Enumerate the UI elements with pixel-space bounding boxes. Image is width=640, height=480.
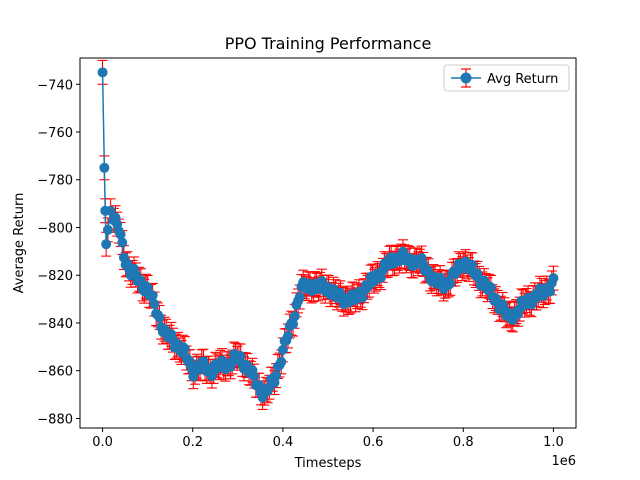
x-tick-label: 0.4: [273, 435, 294, 450]
data-point: [149, 299, 160, 310]
x-axis-offset-label: 1e6: [551, 454, 576, 469]
data-point: [288, 319, 299, 330]
data-point: [445, 278, 456, 289]
axes-frame: [79, 57, 577, 429]
legend-series-label: Avg Return: [487, 72, 558, 87]
data-point: [115, 229, 126, 240]
data-point: [485, 282, 496, 293]
data-point: [101, 239, 112, 250]
data-point: [179, 343, 190, 354]
y-axis-label: Average Return: [12, 193, 27, 294]
data-point: [99, 162, 110, 173]
x-tick-label: 0.8: [453, 435, 474, 450]
y-tick-label: −760: [37, 126, 73, 141]
data-point: [249, 371, 260, 382]
y-tick-label: −740: [37, 78, 73, 93]
legend-series-marker: [460, 72, 472, 84]
data-point: [282, 331, 293, 341]
data-point: [271, 370, 282, 381]
data-point: [198, 356, 209, 367]
chart-title: PPO Training Performance: [225, 34, 432, 53]
y-tick-label: −800: [37, 221, 73, 236]
data-point: [235, 351, 246, 362]
data-point: [294, 292, 305, 303]
x-tick-label: 0.0: [92, 435, 113, 450]
data-point: [117, 237, 128, 248]
y-tick-label: −860: [37, 365, 73, 380]
data-point: [276, 356, 287, 367]
y-axis-ticks: −740 −760 −780 −800 −820 −840 −860 −880: [37, 78, 80, 427]
plot-marks: [97, 59, 559, 410]
y-tick-label: −840: [37, 317, 73, 332]
x-tick-label: 0.6: [363, 435, 384, 450]
data-point: [97, 67, 108, 78]
x-tick-label: 0.2: [182, 435, 203, 450]
legend: Avg Return: [443, 64, 570, 92]
x-axis-ticks: 0.0 0.2 0.4 0.6 0.8 1.0: [92, 428, 564, 450]
data-point: [154, 312, 165, 323]
y-tick-label: −820: [37, 269, 73, 284]
legend-box: [443, 64, 570, 92]
data-point: [102, 224, 113, 235]
x-tick-label: 1.0: [543, 435, 564, 450]
data-point: [289, 311, 300, 322]
data-point: [142, 282, 153, 293]
x-axis-label: Timesteps: [294, 456, 362, 471]
data-point: [548, 273, 559, 284]
data-point: [147, 290, 158, 301]
data-point: [545, 286, 556, 297]
data-point: [277, 344, 288, 355]
y-tick-label: −780: [37, 174, 73, 189]
data-point: [467, 259, 478, 270]
y-tick-label: −880: [37, 412, 73, 427]
